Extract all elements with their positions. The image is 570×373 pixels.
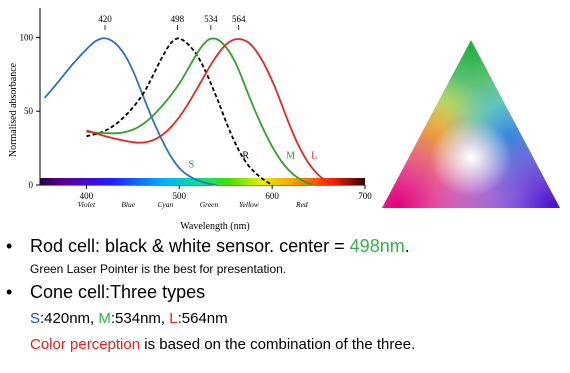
- x-axis-label: Wavelength (nm): [180, 221, 249, 232]
- curve-label-S: S: [189, 159, 195, 170]
- rod-cell-line: Rod cell: black & white sensor. center =…: [30, 236, 410, 256]
- curve-label-L: L: [311, 150, 317, 161]
- color-perception-line: Color perception is based on the combina…: [30, 336, 416, 353]
- cone-cell-line: Cone cell:Three types: [30, 282, 206, 302]
- color-name-label: Green: [200, 200, 219, 209]
- bullet-dot: •: [6, 236, 13, 256]
- m-cone-letter: M: [98, 310, 111, 327]
- absorbance-chart: 0 50 100 400 500 600 700 Violet Blue Cyan Green Yel…: [8, 8, 372, 232]
- peak-label: 564: [232, 14, 246, 24]
- y-tick-label: 100: [20, 32, 34, 42]
- x-tick-label: 700: [358, 191, 372, 201]
- x-tick-label: 500: [173, 191, 187, 201]
- color-perception-term: Color perception: [30, 336, 141, 353]
- color-name-label: Cyan: [157, 200, 173, 209]
- curve-S: [43, 37, 217, 186]
- y-tick-label: 0: [29, 180, 34, 190]
- curve-R: [86, 37, 273, 186]
- rod-peak-value: 498nm: [349, 236, 405, 256]
- curve-M: [86, 37, 315, 186]
- curve-L: [86, 38, 333, 186]
- l-cone-letter: L: [169, 310, 178, 327]
- curve-label-M: M: [286, 150, 295, 161]
- color-name-label: Red: [295, 200, 308, 209]
- y-axis-label: Normalised absorbance: [8, 62, 19, 157]
- color-name-label: Blue: [121, 200, 135, 209]
- color-name-label: Yellow: [239, 200, 259, 209]
- color-name-label: Violet: [78, 200, 96, 209]
- peak-label: 498: [171, 14, 185, 24]
- peak-label: 420: [98, 14, 112, 24]
- s-cone-letter: S: [30, 310, 41, 327]
- cone-peaks-line: S:420nm, M:534nm, L:564nm: [30, 310, 228, 327]
- curve-label-R: R: [242, 150, 249, 161]
- x-tick-label: 600: [265, 191, 279, 201]
- y-tick-label: 50: [24, 106, 34, 116]
- bullet-dot: •: [6, 282, 13, 302]
- rod-cell-note: Green Laser Pointer is the best for pres…: [30, 262, 287, 276]
- color-triangle: [382, 40, 560, 208]
- x-tick-label: 400: [80, 191, 94, 201]
- peak-label: 534: [204, 14, 218, 24]
